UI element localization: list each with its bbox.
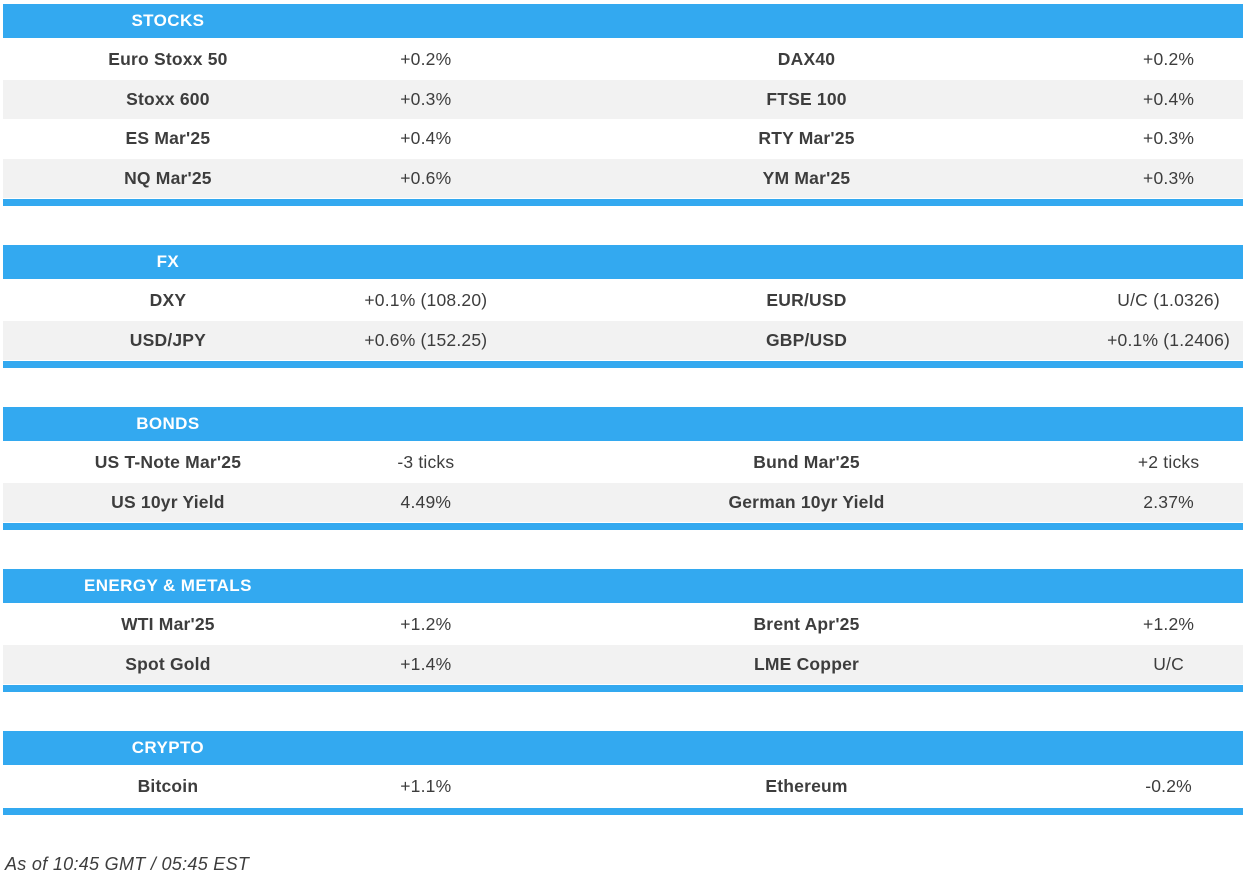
instrument-name: USD/JPY bbox=[129, 329, 207, 350]
instrument-name: GBP/USD bbox=[765, 329, 848, 350]
section-header: BONDS bbox=[3, 407, 1243, 441]
instrument-name: YM Mar'25 bbox=[762, 167, 851, 188]
instrument-change: +1.2% bbox=[400, 614, 452, 635]
instrument-name: US 10yr Yield bbox=[111, 491, 225, 512]
instrument-change: +0.3% bbox=[400, 88, 452, 109]
instrument-change: +0.1% (1.2406) bbox=[1107, 329, 1231, 350]
instrument-name: LME Copper bbox=[753, 653, 860, 674]
section-rows: DXY +0.1% (108.20) EUR/USD U/C (1.0326) … bbox=[3, 281, 1243, 360]
instrument-change: +1.4% bbox=[400, 653, 452, 674]
market-section: BONDS US T-Note Mar'25 -3 ticks Bund Mar… bbox=[3, 407, 1243, 530]
instrument-change: 2.37% bbox=[1143, 491, 1194, 512]
section-underline-bar bbox=[3, 523, 1243, 530]
instrument-change: +0.1% (108.20) bbox=[364, 290, 488, 311]
section-underline-bar bbox=[3, 685, 1243, 692]
section-header: ENERGY & METALS bbox=[3, 569, 1243, 603]
instrument-change: +0.4% bbox=[1143, 88, 1195, 109]
instrument-change: +1.2% bbox=[1143, 614, 1195, 635]
section-rows: WTI Mar'25 +1.2% Brent Apr'25 +1.2% Spot… bbox=[3, 605, 1243, 684]
table-row: Bitcoin +1.1% Ethereum -0.2% bbox=[3, 767, 1243, 807]
instrument-change: +0.3% bbox=[1143, 167, 1195, 188]
instrument-name: EUR/USD bbox=[766, 290, 847, 311]
instrument-change: +0.6% (152.25) bbox=[364, 329, 488, 350]
section-title: ENERGY & METALS bbox=[83, 576, 252, 595]
table-row: Euro Stoxx 50 +0.2% DAX40 +0.2% bbox=[3, 40, 1243, 80]
instrument-name: NQ Mar'25 bbox=[124, 167, 212, 188]
instrument-change: +0.2% bbox=[1143, 49, 1195, 70]
section-underline-bar bbox=[3, 361, 1243, 368]
section-rows: Bitcoin +1.1% Ethereum -0.2% bbox=[3, 767, 1243, 807]
instrument-change: U/C bbox=[1153, 653, 1184, 674]
instrument-name: WTI Mar'25 bbox=[121, 614, 215, 635]
section-title: STOCKS bbox=[131, 11, 205, 30]
instrument-name: Bitcoin bbox=[137, 776, 199, 797]
table-row: DXY +0.1% (108.20) EUR/USD U/C (1.0326) bbox=[3, 281, 1243, 321]
instrument-name: FTSE 100 bbox=[766, 88, 847, 109]
instrument-name: Brent Apr'25 bbox=[753, 614, 860, 635]
table-row: USD/JPY +0.6% (152.25) GBP/USD +0.1% (1.… bbox=[3, 320, 1243, 360]
section-rows: US T-Note Mar'25 -3 ticks Bund Mar'25 +2… bbox=[3, 443, 1243, 522]
section-header: STOCKS bbox=[3, 4, 1243, 38]
table-row: US 10yr Yield 4.49% German 10yr Yield 2.… bbox=[3, 482, 1243, 522]
instrument-change: +0.2% bbox=[400, 49, 452, 70]
section-rows: Euro Stoxx 50 +0.2% DAX40 +0.2% Stoxx 60… bbox=[3, 40, 1243, 198]
market-section: FX DXY +0.1% (108.20) EUR/USD U/C (1.032… bbox=[3, 245, 1243, 368]
table-row: Stoxx 600 +0.3% FTSE 100 +0.4% bbox=[3, 79, 1243, 119]
instrument-change: +1.1% bbox=[400, 776, 452, 797]
section-title: BONDS bbox=[136, 414, 200, 433]
table-row: ES Mar'25 +0.4% RTY Mar'25 +0.3% bbox=[3, 119, 1243, 159]
table-row: WTI Mar'25 +1.2% Brent Apr'25 +1.2% bbox=[3, 605, 1243, 645]
instrument-change: +0.6% bbox=[400, 167, 452, 188]
instrument-change: +0.4% bbox=[400, 128, 452, 149]
instrument-change: 4.49% bbox=[400, 491, 452, 512]
instrument-name: US T-Note Mar'25 bbox=[94, 452, 242, 473]
as-of-timestamp: As of 10:45 GMT / 05:45 EST bbox=[5, 853, 250, 874]
market-section: STOCKS Euro Stoxx 50 +0.2% DAX40 +0.2% S… bbox=[3, 4, 1243, 206]
instrument-name: Ethereum bbox=[765, 776, 848, 797]
table-row: Spot Gold +1.4% LME Copper U/C bbox=[3, 644, 1243, 684]
market-section: CRYPTO Bitcoin +1.1% Ethereum -0.2% bbox=[3, 731, 1243, 815]
market-section: ENERGY & METALS WTI Mar'25 +1.2% Brent A… bbox=[3, 569, 1243, 692]
instrument-name: Stoxx 600 bbox=[126, 88, 210, 109]
instrument-name: DXY bbox=[149, 290, 187, 311]
instrument-change: -0.2% bbox=[1145, 776, 1192, 797]
instrument-change: U/C (1.0326) bbox=[1117, 290, 1220, 311]
table-row: NQ Mar'25 +0.6% YM Mar'25 +0.3% bbox=[3, 158, 1243, 198]
instrument-change: +2 ticks bbox=[1137, 452, 1200, 473]
instrument-name: RTY Mar'25 bbox=[758, 128, 855, 149]
instrument-name: Euro Stoxx 50 bbox=[108, 49, 228, 70]
section-underline-bar bbox=[3, 199, 1243, 206]
section-title: FX bbox=[156, 252, 180, 271]
section-header: FX bbox=[3, 245, 1243, 279]
section-header: CRYPTO bbox=[3, 731, 1243, 765]
instrument-change: -3 ticks bbox=[397, 452, 455, 473]
instrument-name: DAX40 bbox=[777, 49, 836, 70]
instrument-change: +0.3% bbox=[1143, 128, 1195, 149]
table-row: US T-Note Mar'25 -3 ticks Bund Mar'25 +2… bbox=[3, 443, 1243, 483]
instrument-name: Bund Mar'25 bbox=[753, 452, 860, 473]
instrument-name: German 10yr Yield bbox=[728, 491, 885, 512]
section-title: CRYPTO bbox=[131, 738, 205, 757]
market-sections: STOCKS Euro Stoxx 50 +0.2% DAX40 +0.2% S… bbox=[3, 4, 1243, 815]
instrument-name: ES Mar'25 bbox=[125, 128, 211, 149]
instrument-name: Spot Gold bbox=[125, 653, 211, 674]
section-underline-bar bbox=[3, 807, 1243, 815]
